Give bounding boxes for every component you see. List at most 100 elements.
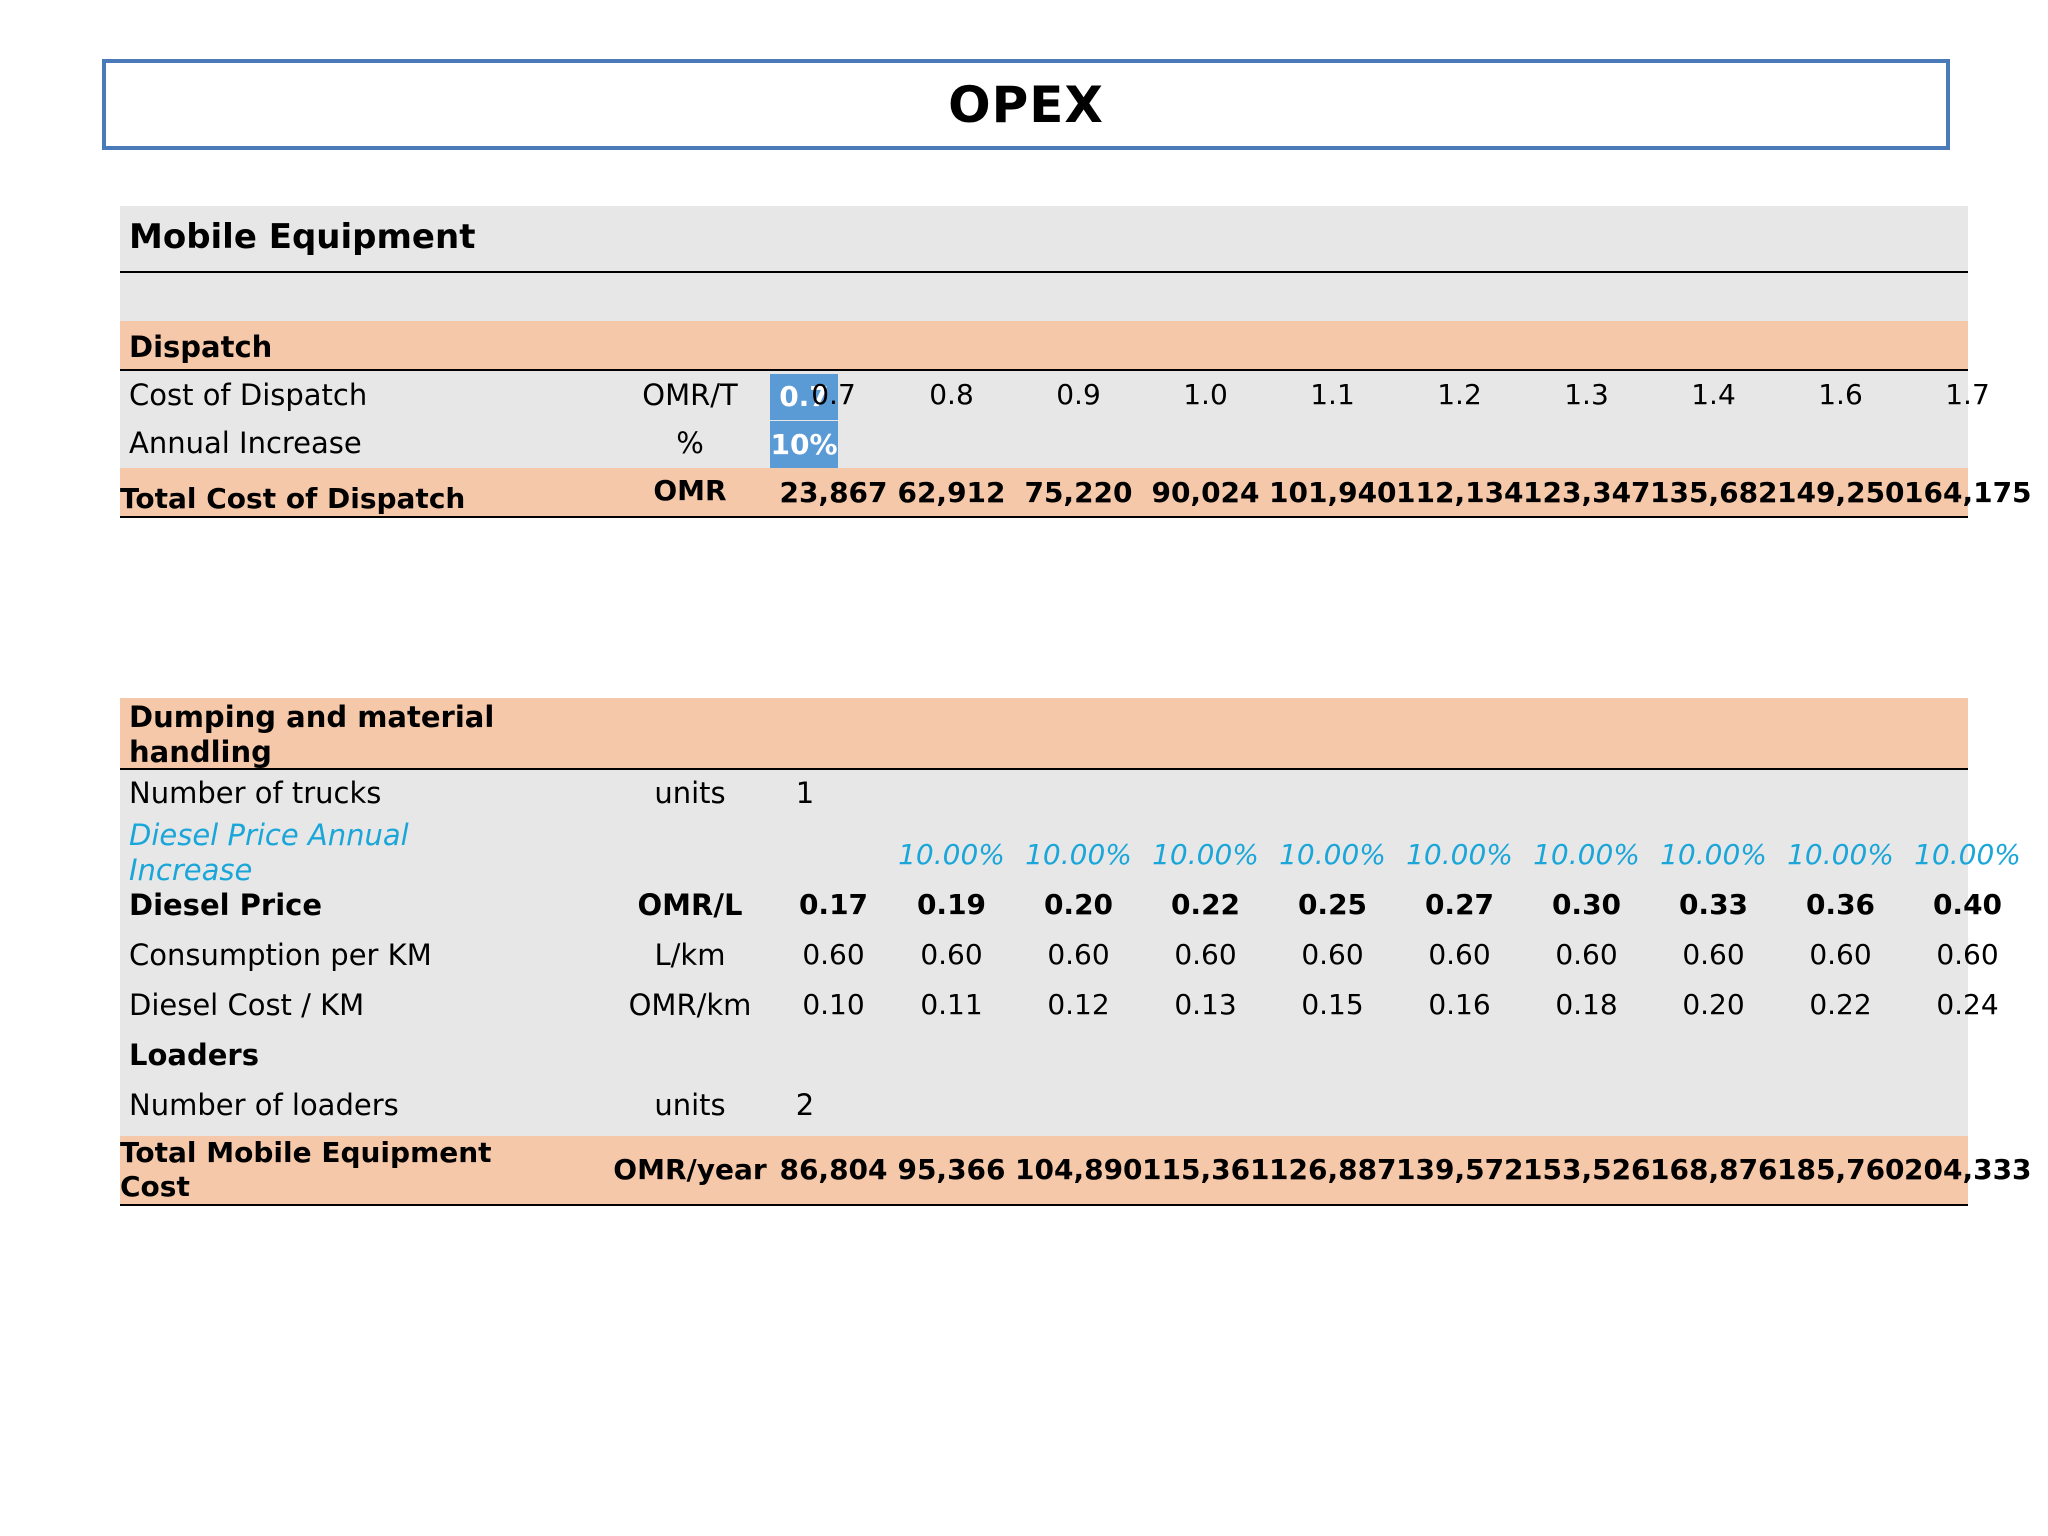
year-value: 0.20	[1043, 888, 1114, 921]
dispatch-title: Dispatch	[129, 330, 273, 364]
row-unit: OMR/T	[642, 378, 738, 412]
year-value: 0.60	[1809, 938, 1872, 971]
year-value: 139,572	[1396, 1153, 1524, 1186]
total-dispatch-row: Total Cost of Dispatch OMR 23,867 62,912…	[120, 468, 2032, 516]
year-value: 10.00%	[1152, 838, 1259, 871]
dumping-title-line2: handling	[129, 735, 272, 769]
trucks-input[interactable]: 1	[795, 776, 815, 810]
dispatch-total-band	[120, 468, 1968, 518]
consumption-row: Consumption per KM L/km 0.60 0.60 0.60 0…	[120, 936, 1999, 982]
dispatch-header: Dispatch	[120, 321, 1968, 371]
row-unit: OMR/km	[628, 988, 752, 1022]
year-value: 0.19	[916, 888, 987, 921]
year-value: 1.7	[1945, 378, 1990, 411]
row-unit: units	[654, 776, 726, 810]
year-value: 1.6	[1818, 378, 1863, 411]
row-label-line1: Diesel Price Annual	[129, 818, 409, 852]
page-title: OPEX	[948, 75, 1104, 134]
year-value: 1.4	[1691, 378, 1736, 411]
year-value: 0.33	[1678, 888, 1749, 921]
dumping-header: Dumping and material handling	[120, 698, 1968, 770]
row-unit: units	[654, 1088, 726, 1122]
year-value: 10.00%	[1279, 838, 1386, 871]
dumping-title: Dumping and material handling	[129, 700, 494, 770]
year-value: 0.60	[1428, 938, 1491, 971]
year-value: 10.00%	[1660, 838, 1767, 871]
year-value: 0.22	[1809, 988, 1872, 1021]
year-value: 23,867	[779, 476, 888, 509]
row-label: Diesel Cost / KM	[129, 988, 365, 1022]
diesel-price-row: Diesel Price OMR/L 0.17 0.19 0.20 0.22 0…	[120, 886, 2002, 932]
year-value: 0.17	[798, 888, 869, 921]
row-label-line1: Total Mobile Equipment	[120, 1136, 492, 1169]
year-value: 1.0	[1183, 378, 1228, 411]
loaders-input[interactable]: 2	[795, 1088, 815, 1122]
row-label: Cost of Dispatch	[129, 378, 368, 412]
row-label-line2: Increase	[129, 853, 253, 887]
dumping-body	[120, 770, 1968, 1136]
year-value: 164,175	[1904, 476, 2032, 509]
year-value: 0.60	[802, 938, 865, 971]
dumping-title-line1: Dumping and material	[129, 700, 495, 734]
annual-increase-input[interactable]: 10%	[770, 421, 838, 468]
year-value: 1.1	[1310, 378, 1355, 411]
year-value: 10.00%	[1787, 838, 1894, 871]
loaders-heading: Loaders	[129, 1038, 259, 1072]
section-header: Mobile Equipment	[120, 206, 1968, 273]
page-title-box: OPEX	[102, 59, 1950, 150]
row-unit: OMR/L	[637, 888, 743, 922]
year-value: 204,333	[1904, 1153, 2032, 1186]
year-value: 0.22	[1170, 888, 1241, 921]
year-value: 0.60	[1047, 938, 1110, 971]
year-value: 0.36	[1805, 888, 1876, 921]
year-value: 0.15	[1301, 988, 1364, 1021]
total-mobile-equipment-row: Total Mobile Equipment Cost OMR/year 86,…	[120, 1136, 2032, 1204]
mobile-total-band	[120, 1136, 1968, 1206]
year-value: 10.00%	[898, 838, 1005, 871]
year-value: 149,250	[1777, 476, 1905, 509]
year-value: 0.60	[1174, 938, 1237, 971]
year-value: 104,890	[1015, 1153, 1143, 1186]
dispatch-body	[120, 371, 1968, 468]
section-title: Mobile Equipment	[129, 217, 476, 257]
year-value: 0.9	[1056, 378, 1101, 411]
number-of-trucks-row: Number of trucks units 1	[120, 774, 1968, 818]
dispatch-cost-input[interactable]: 0.7	[770, 374, 838, 420]
year-value: 0.7	[811, 378, 856, 411]
row-unit: OMR/year	[613, 1153, 767, 1186]
number-of-loaders-row: Number of loaders units 2	[120, 1086, 1968, 1132]
row-label: Number of loaders	[129, 1088, 399, 1122]
year-value: 0.60	[1682, 938, 1745, 971]
year-value: 0.60	[1555, 938, 1618, 971]
year-value: 126,887	[1269, 1153, 1397, 1186]
year-value: 0.40	[1932, 888, 2003, 921]
year-value: 0.30	[1551, 888, 1622, 921]
year-value: 10.00%	[1025, 838, 1132, 871]
annual-increase-row: Annual Increase % 10%	[120, 421, 1968, 468]
year-value: 10.00%	[1533, 838, 1640, 871]
diesel-cost-per-km-row: Diesel Cost / KM OMR/km 0.10 0.11 0.12 0…	[120, 986, 1999, 1032]
spacer-band	[120, 273, 1968, 321]
year-value: 1.3	[1564, 378, 1609, 411]
year-value: 0.60	[1936, 938, 1999, 971]
year-value: 0.27	[1424, 888, 1495, 921]
year-value: 185,760	[1777, 1153, 1905, 1186]
year-value: 115,361	[1142, 1153, 1270, 1186]
year-value: 153,526	[1523, 1153, 1651, 1186]
year-value: 135,682	[1650, 476, 1778, 509]
year-value: 0.13	[1174, 988, 1237, 1021]
year-value: 168,876	[1650, 1153, 1778, 1186]
year-value: 0.11	[920, 988, 983, 1021]
year-value: 0.60	[920, 938, 983, 971]
year-value: 0.60	[1301, 938, 1364, 971]
row-label: Annual Increase	[129, 426, 362, 460]
row-label-line2: Cost	[120, 1170, 190, 1203]
year-value: 101,940	[1269, 476, 1397, 509]
row-label: Diesel Price Annual Increase	[129, 818, 409, 888]
row-unit: OMR	[653, 474, 727, 507]
cost-of-dispatch-row: Cost of Dispatch OMR/T 0.7 0.7 0.8 0.9 1…	[120, 374, 1990, 420]
year-value: 10.00%	[1406, 838, 1513, 871]
row-unit: %	[676, 426, 704, 460]
year-value: 123,347	[1523, 476, 1651, 509]
row-label: Total Cost of Dispatch	[120, 482, 466, 515]
